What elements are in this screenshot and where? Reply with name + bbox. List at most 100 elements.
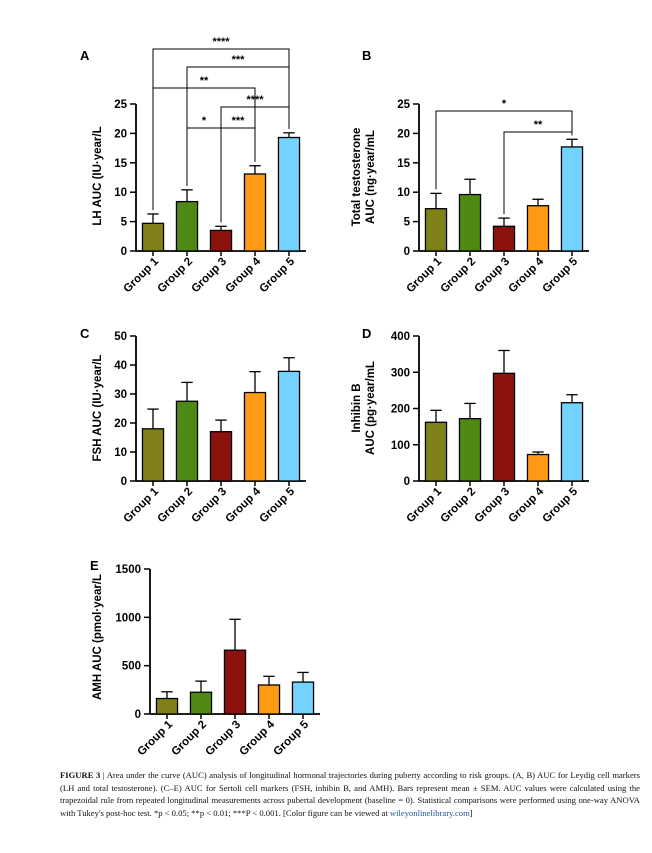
chart-panel-a: A LH AUC (IU·year/L 0 5 10 15 20 25 Group 1 Group… xyxy=(80,36,306,295)
y-tick-label: 5 xyxy=(121,217,128,229)
bar-group-4 xyxy=(526,453,550,482)
y-axis-label: AMH AUC (pmol·year/L xyxy=(92,574,104,700)
caption-text: Area under the curve (AUC) analysis of l… xyxy=(60,770,640,818)
chart-panel-d: D Inhibin B AUC (pg·year/mL 0 100 200 300 400 Gr… xyxy=(351,326,589,525)
y-tick-label: 100 xyxy=(391,440,410,452)
x-tick-label: Group 5 xyxy=(540,485,580,525)
y-tick-label: 20 xyxy=(114,128,127,140)
x-tick-label: Group 5 xyxy=(257,485,297,525)
bar-group-5 xyxy=(277,136,301,252)
y-axis-label: FSH AUC (IU·year/L xyxy=(92,355,104,462)
x-tick-label: Group 1 xyxy=(121,255,161,295)
significance-bracket xyxy=(435,110,573,190)
figure-caption: FIGURE 3 | Area under the curve (AUC) an… xyxy=(60,769,640,819)
panel-label: D xyxy=(362,326,371,341)
caption-link[interactable]: wileyonlinelibrary.com xyxy=(389,807,470,818)
bar-group-1 xyxy=(141,428,165,482)
bar-group-3 xyxy=(209,431,233,482)
significance-label: ** xyxy=(200,75,209,87)
bar-group-2 xyxy=(458,417,482,482)
y-tick-label: 0 xyxy=(135,709,141,721)
significance-label: * xyxy=(202,115,207,127)
bar-group-3 xyxy=(492,225,516,252)
x-tick-label: Group 4 xyxy=(506,255,546,295)
significance-label: * xyxy=(502,98,507,110)
y-tick-label: 0 xyxy=(404,476,410,488)
significance-label: *** xyxy=(232,115,246,127)
y-tick-label: 5 xyxy=(404,217,411,229)
y-axis-label: Inhibin B xyxy=(351,383,363,432)
x-tick-label: Group 1 xyxy=(121,485,161,525)
x-tick-label: Group 1 xyxy=(404,255,444,295)
x-tick-label: Group 2 xyxy=(155,486,195,526)
x-tick-label: Group 4 xyxy=(223,485,263,525)
x-tick-label: Group 3 xyxy=(189,486,229,526)
bar-group-2 xyxy=(189,691,213,715)
bar-group-4 xyxy=(243,391,267,482)
bar-group-1 xyxy=(141,222,165,252)
y-tick-label: 10 xyxy=(114,187,127,199)
caption-tail: ] xyxy=(469,807,473,818)
x-tick-label: Group 3 xyxy=(189,256,229,296)
x-tick-label: Group 2 xyxy=(438,256,478,296)
significance-label: ** xyxy=(534,119,543,131)
bar-group-1 xyxy=(155,697,179,715)
x-tick-label: Group 2 xyxy=(169,719,209,759)
y-tick-label: 1000 xyxy=(115,612,141,624)
caption-label: FIGURE 3 xyxy=(60,770,101,780)
bar-group-2 xyxy=(175,400,199,482)
significance-bracket xyxy=(186,66,290,186)
y-tick-label: 400 xyxy=(391,331,410,343)
y-tick-label: 0 xyxy=(121,476,127,488)
caption-separator: | xyxy=(102,770,105,780)
bar-group-4 xyxy=(526,205,550,252)
y-tick-label: 0 xyxy=(404,246,410,258)
y-axis-label-line2: AUC (ng·year/mL xyxy=(365,130,377,224)
bar-group-5 xyxy=(277,370,301,482)
y-tick-label: 15 xyxy=(114,158,127,170)
y-tick-label: 0 xyxy=(121,246,127,258)
y-tick-label: 300 xyxy=(391,367,410,379)
y-tick-label: 15 xyxy=(397,158,410,170)
y-tick-label: 40 xyxy=(114,360,127,372)
bar-group-5 xyxy=(291,681,315,715)
bar-group-2 xyxy=(458,193,482,252)
bar-group-1 xyxy=(424,421,448,482)
significance-label: *** xyxy=(232,54,246,66)
panel-label: A xyxy=(80,48,90,63)
x-tick-label: Group 4 xyxy=(223,255,263,295)
significance-label: **** xyxy=(246,94,264,106)
x-tick-label: Group 3 xyxy=(472,486,512,526)
y-axis-label: LH AUC (IU·year/L xyxy=(92,126,104,225)
x-tick-label: Group 5 xyxy=(271,718,311,758)
bar-group-3 xyxy=(492,372,516,482)
bar-group-5 xyxy=(560,146,584,252)
y-tick-label: 50 xyxy=(114,331,127,343)
significance-label: **** xyxy=(212,36,230,48)
y-tick-label: 500 xyxy=(122,661,141,673)
y-tick-label: 25 xyxy=(114,99,127,111)
y-axis-label-line2: AUC (pg·year/mL xyxy=(365,361,377,455)
x-tick-label: Group 1 xyxy=(404,485,444,525)
y-tick-label: 10 xyxy=(397,187,410,199)
bar-group-5 xyxy=(560,402,584,482)
x-tick-label: Group 3 xyxy=(203,719,243,759)
y-tick-label: 20 xyxy=(114,418,127,430)
x-tick-label: Group 4 xyxy=(506,485,546,525)
y-tick-label: 1500 xyxy=(115,564,141,576)
bar-group-2 xyxy=(175,200,199,252)
y-tick-label: 25 xyxy=(397,99,410,111)
bar-group-4 xyxy=(243,173,267,252)
x-tick-label: Group 5 xyxy=(257,255,297,295)
significance-bracket xyxy=(503,131,573,215)
y-tick-label: 20 xyxy=(397,128,410,140)
y-tick-label: 30 xyxy=(114,389,127,401)
y-axis-label: Total testosterone xyxy=(351,128,363,227)
x-tick-label: Group 5 xyxy=(540,255,580,295)
panel-label: B xyxy=(362,48,371,63)
y-tick-label: 10 xyxy=(114,447,127,459)
panel-label: C xyxy=(80,326,90,341)
